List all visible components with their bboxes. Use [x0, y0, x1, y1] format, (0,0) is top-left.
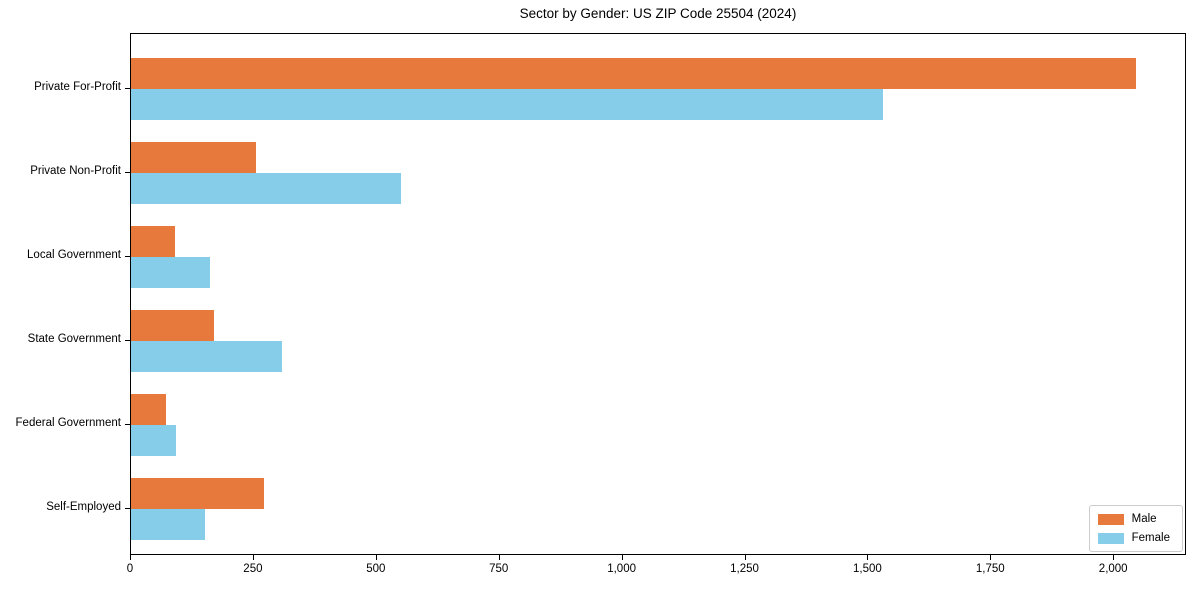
y-axis-tick [125, 339, 130, 341]
legend-swatch-female [1097, 532, 1124, 544]
x-axis-tick-label: 1,250 [730, 563, 759, 575]
y-axis-label: Private Non-Profit [30, 164, 121, 177]
x-axis-tick [744, 555, 746, 560]
bar-male-local-government [131, 225, 176, 257]
y-axis-label: Federal Government [15, 416, 121, 429]
x-axis-tick-label: 1,000 [607, 563, 636, 575]
bar-male-state-government [131, 309, 214, 341]
legend-swatch-male [1097, 513, 1124, 525]
bar-female-federal-government [131, 424, 177, 456]
x-axis-tick-label: 250 [243, 563, 263, 575]
x-axis-tick [498, 555, 500, 560]
y-axis-tick [125, 255, 130, 257]
x-axis-tick [252, 555, 254, 560]
x-axis-tick [990, 555, 992, 560]
y-axis-tick [125, 423, 130, 425]
bar-female-private-for-profit [131, 89, 884, 120]
y-axis-label: Self-Employed [46, 500, 121, 513]
legend-label: Female [1131, 532, 1170, 544]
y-axis-label: State Government [27, 332, 121, 345]
x-axis-tick [130, 555, 131, 560]
bar-female-private-non-profit [131, 172, 402, 204]
x-axis-tick [375, 555, 377, 560]
x-axis-tick-label: 500 [366, 563, 386, 575]
bar-female-self-employed [131, 508, 205, 540]
bar-female-local-government [131, 256, 210, 288]
x-axis-tick-label: 750 [489, 563, 509, 575]
bar-male-private-non-profit [131, 141, 257, 173]
bar-male-private-for-profit [131, 58, 1137, 89]
bar-male-federal-government [131, 393, 167, 425]
x-axis-tick [1113, 555, 1115, 560]
y-axis-label: Private For-Profit [34, 81, 121, 93]
x-axis-tick-label: 1,750 [975, 563, 1005, 575]
bar-female-state-government [131, 340, 283, 372]
x-axis-tick-label: 2,000 [1098, 563, 1128, 575]
bar-male-self-employed [131, 477, 264, 509]
legend-item-male: Male [1097, 513, 1170, 525]
y-axis-tick [125, 171, 130, 173]
y-axis-label: Local Government [27, 248, 121, 261]
x-axis-tick-label: 1,500 [853, 563, 882, 575]
y-axis-tick [125, 88, 130, 89]
chart-title: Sector by Gender: US ZIP Code 25504 (202… [519, 6, 797, 21]
x-axis-tick-label: 0 [126, 563, 134, 575]
x-axis-tick [621, 555, 623, 560]
legend-item-female: Female [1097, 532, 1170, 544]
plot-area: Male Female [130, 33, 1186, 555]
y-axis-tick [125, 507, 130, 509]
x-axis-tick [867, 555, 869, 560]
legend-label: Male [1131, 513, 1157, 525]
legend: Male Female [1088, 505, 1183, 552]
